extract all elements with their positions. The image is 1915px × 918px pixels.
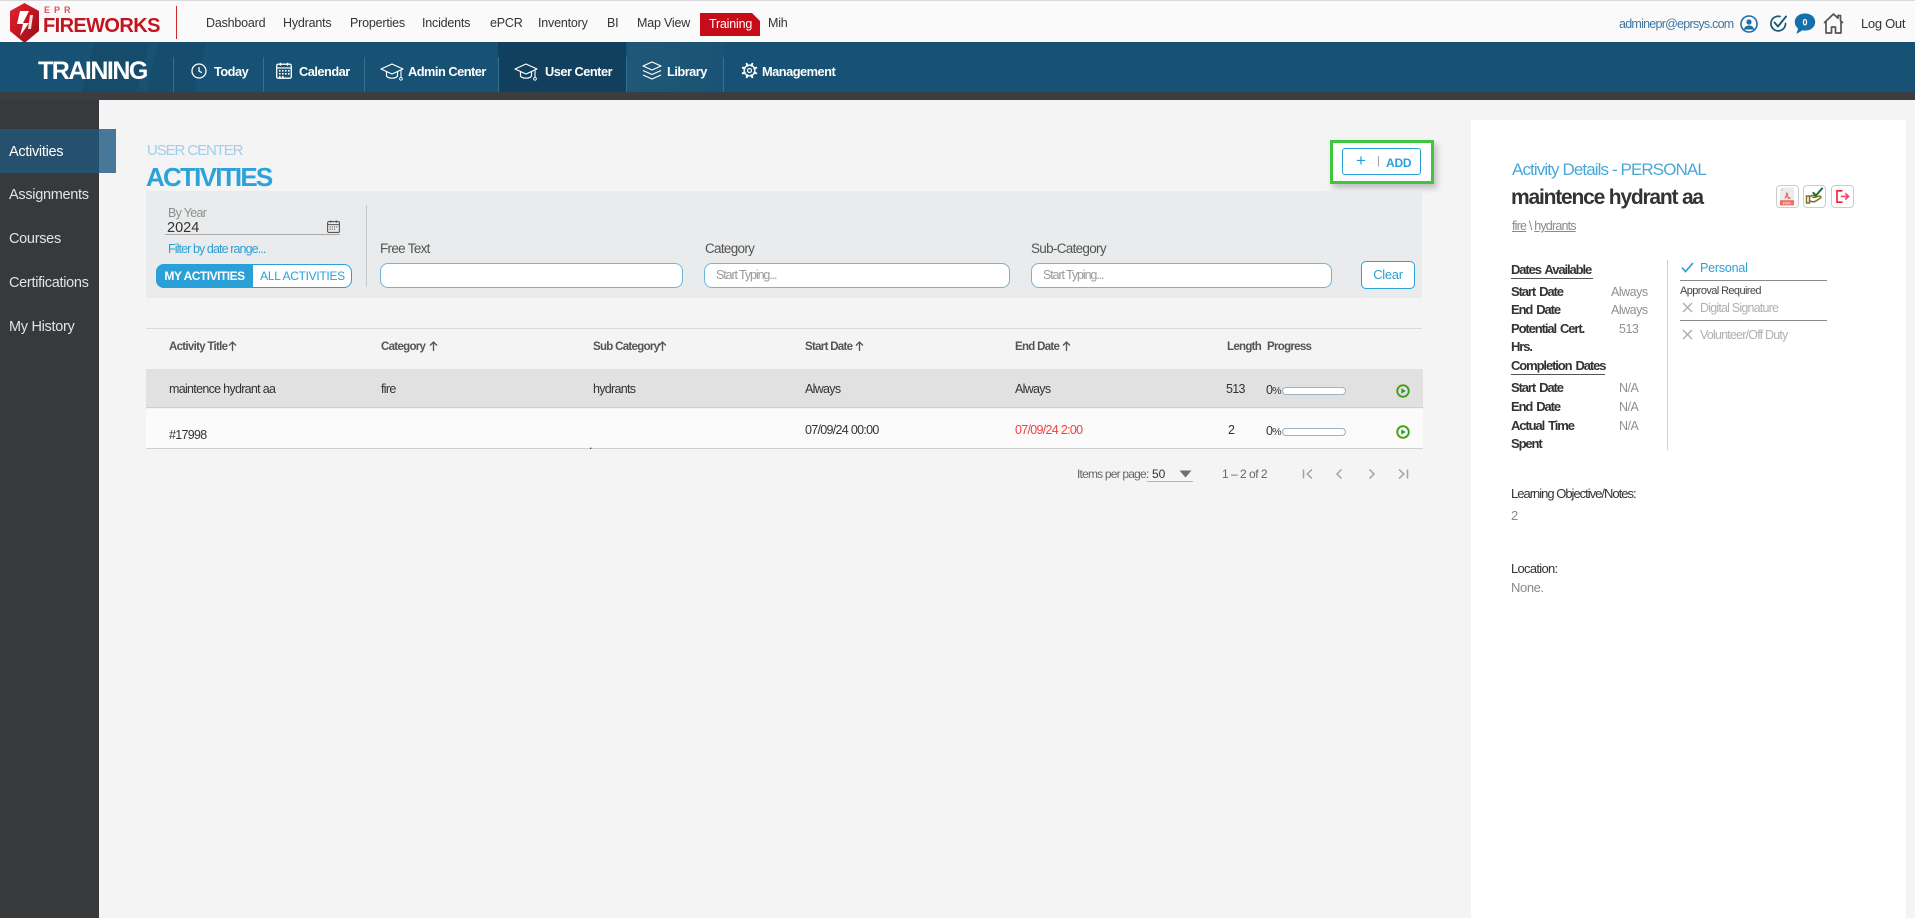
svg-text:PDF: PDF — [1783, 200, 1792, 205]
svg-text:0: 0 — [1802, 18, 1807, 28]
